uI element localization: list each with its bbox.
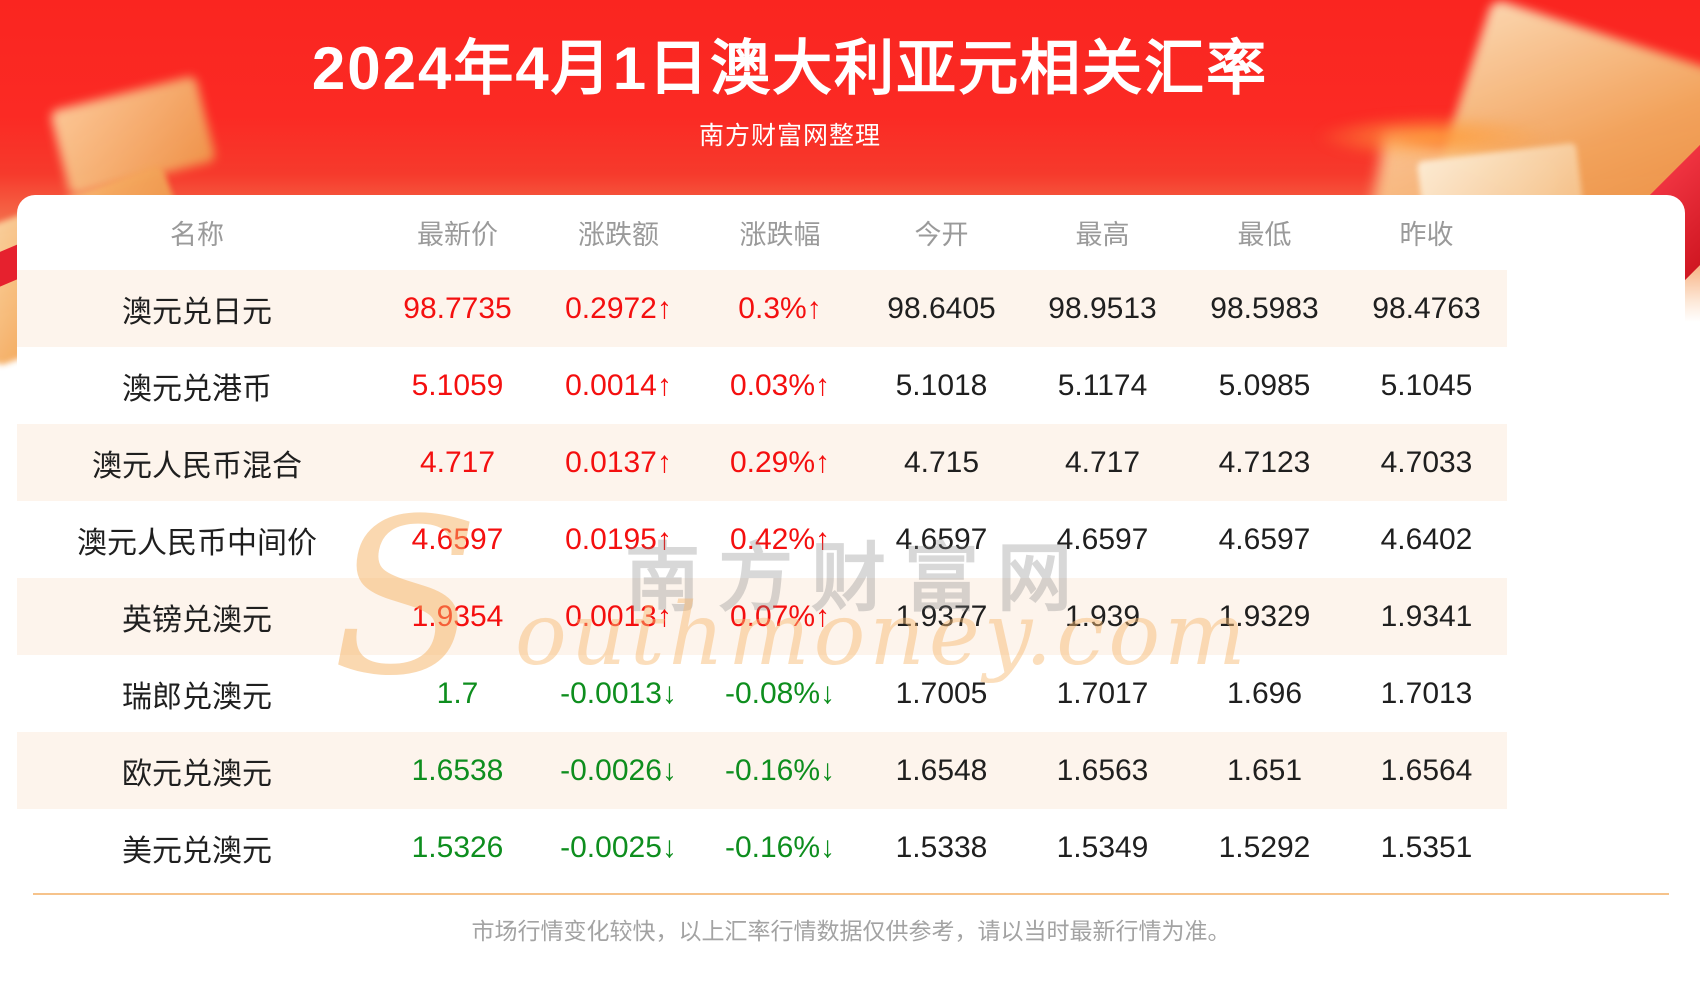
footer-note: 市场行情变化较快，以上汇率行情数据仅供参考，请以当时最新行情为准。: [471, 918, 1231, 944]
low-cell: 1.696: [1226, 676, 1303, 710]
change-cell: -0.0025↓: [560, 830, 677, 864]
pair-name-cell: 澳元人民币混合: [92, 449, 302, 483]
prev-close-cell: 1.9341: [1380, 599, 1473, 633]
pair-name-cell: 澳元人民币中间价: [77, 526, 317, 560]
change-pct-cell: 0.29%↑: [729, 445, 831, 479]
high-cell: 1.5349: [1056, 830, 1149, 864]
prev-close-cell: 5.1045: [1380, 368, 1473, 402]
column-header-change: 涨跌额: [578, 220, 659, 250]
page-subtitle: 南方财富网整理: [698, 122, 881, 150]
prev-close-cell: 1.6564: [1380, 753, 1473, 787]
pair-name-cell: 美元兑澳元: [122, 834, 272, 868]
pair-name-cell: 瑞郎兑澳元: [122, 680, 272, 714]
low-cell: 5.0985: [1218, 368, 1311, 402]
change-pct-cell: 0.42%↑: [729, 522, 831, 556]
prev-close-cell: 4.7033: [1380, 445, 1473, 479]
prev-close-cell: 1.5351: [1380, 830, 1473, 864]
table-header-row: 名称 最新价 涨跌额 涨跌幅 今开 最高 最低 昨收: [17, 195, 1507, 270]
change-pct-cell: -0.08%↓: [724, 676, 836, 710]
footer-divider: [33, 893, 1669, 895]
open-cell: 4.715: [903, 445, 980, 479]
column-header-high: 最高: [1075, 220, 1130, 250]
column-header-last: 最新价: [417, 220, 498, 250]
open-cell: 4.6597: [895, 522, 988, 556]
high-cell: 1.939: [1064, 599, 1141, 633]
table-row: 瑞郎兑澳元 1.7 -0.0013↓ -0.08%↓ 1.7005 1.7017…: [17, 655, 1507, 732]
pair-name-cell: 英镑兑澳元: [122, 603, 272, 637]
rates-card: 名称 最新价 涨跌额 涨跌幅 今开 最高 最低 昨收 澳元兑日元 98.7735…: [17, 195, 1685, 1000]
table-row: 欧元兑澳元 1.6538 -0.0026↓ -0.16%↓ 1.6548 1.6…: [17, 732, 1507, 809]
change-pct-cell: -0.16%↓: [724, 830, 836, 864]
low-cell: 1.5292: [1218, 830, 1311, 864]
change-pct-cell: 0.03%↑: [729, 368, 831, 402]
last-price-cell: 1.5326: [411, 830, 504, 864]
rates-table: 名称 最新价 涨跌额 涨跌幅 今开 最高 最低 昨收 澳元兑日元 98.7735…: [17, 195, 1507, 886]
table-row: 澳元人民币混合 4.717 0.0137↑ 0.29%↑ 4.715 4.717…: [17, 424, 1507, 501]
high-cell: 1.7017: [1056, 676, 1149, 710]
table-row: 澳元兑日元 98.7735 0.2972↑ 0.3%↑ 98.6405 98.9…: [17, 270, 1507, 347]
high-cell: 5.1174: [1057, 368, 1148, 402]
open-cell: 5.1018: [895, 368, 988, 402]
column-header-name: 名称: [170, 220, 224, 250]
last-price-cell: 1.6538: [411, 753, 504, 787]
open-cell: 1.7005: [895, 676, 988, 710]
last-price-cell: 5.1059: [411, 368, 504, 402]
open-cell: 98.6405: [887, 291, 996, 325]
prev-close-cell: 98.4763: [1372, 291, 1481, 325]
page-title: 2024年4月1日澳大利亚元相关汇率: [311, 35, 1269, 102]
column-header-open: 今开: [914, 220, 969, 250]
change-cell: -0.0013↓: [560, 676, 677, 710]
change-cell: 0.2972↑: [565, 291, 672, 325]
change-cell: 0.0137↑: [565, 445, 672, 479]
high-cell: 98.9513: [1048, 291, 1157, 325]
table-row: 美元兑澳元 1.5326 -0.0025↓ -0.16%↓ 1.5338 1.5…: [17, 809, 1507, 886]
high-cell: 4.6597: [1056, 522, 1149, 556]
column-header-low: 最低: [1237, 220, 1292, 250]
change-pct-cell: -0.16%↓: [724, 753, 836, 787]
table-row: 澳元人民币中间价 4.6597 0.0195↑ 0.42%↑ 4.6597 4.…: [17, 501, 1507, 578]
high-cell: 1.6563: [1056, 753, 1149, 787]
change-cell: -0.0026↓: [560, 753, 677, 787]
last-price-cell: 4.6597: [411, 522, 504, 556]
table-row: 英镑兑澳元 1.9354 0.0013↑ 0.07%↑ 1.9377 1.939…: [17, 578, 1507, 655]
table-row: 澳元兑港币 5.1059 0.0014↑ 0.03%↑ 5.1018 5.117…: [17, 347, 1507, 424]
column-header-change-pct: 涨跌幅: [739, 220, 821, 250]
last-price-cell: 98.7735: [403, 291, 512, 325]
change-pct-cell: 0.3%↑: [738, 291, 822, 325]
low-cell: 1.9329: [1218, 599, 1311, 633]
open-cell: 1.5338: [895, 830, 988, 864]
low-cell: 4.7123: [1218, 445, 1311, 479]
low-cell: 98.5983: [1210, 291, 1319, 325]
prev-close-cell: 4.6402: [1380, 522, 1473, 556]
pair-name-cell: 澳元兑港币: [122, 372, 272, 406]
prev-close-cell: 1.7013: [1380, 676, 1473, 710]
last-price-cell: 1.7: [436, 676, 479, 710]
open-cell: 1.6548: [895, 753, 988, 787]
change-cell: 0.0014↑: [565, 368, 672, 402]
open-cell: 1.9377: [895, 599, 988, 633]
low-cell: 4.6597: [1218, 522, 1311, 556]
change-cell: 0.0013↑: [565, 599, 672, 633]
last-price-cell: 1.9354: [411, 599, 504, 633]
change-cell: 0.0195↑: [565, 522, 672, 556]
pair-name-cell: 澳元兑日元: [122, 295, 272, 329]
column-header-prev-close: 昨收: [1399, 220, 1454, 250]
high-cell: 4.717: [1064, 445, 1141, 479]
change-pct-cell: 0.07%↑: [729, 599, 831, 633]
low-cell: 1.651: [1226, 753, 1303, 787]
last-price-cell: 4.717: [419, 445, 496, 479]
pair-name-cell: 欧元兑澳元: [122, 757, 272, 791]
